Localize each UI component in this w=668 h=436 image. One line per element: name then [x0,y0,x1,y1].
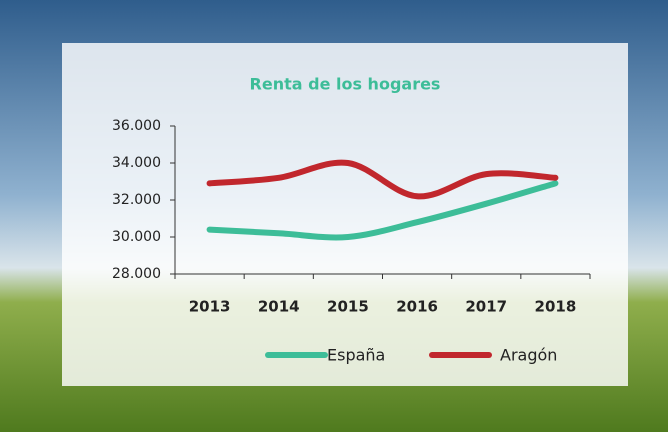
y-tick-label: 30.000 [112,229,161,245]
y-tick-label: 28.000 [112,266,161,282]
y-tick-label: 34.000 [112,155,161,171]
chart-title: Renta de los hogares [250,75,441,94]
line-series [206,159,559,200]
x-tick-label: 2015 [327,298,369,316]
x-tick-label: 2018 [535,298,577,316]
legend-label: Aragón [500,346,557,365]
x-tick-label: 2016 [396,298,438,316]
x-tick-label: 2017 [465,298,507,316]
legend-label: España [327,346,385,365]
y-tick-label: 32.000 [112,192,161,208]
x-tick-label: 2013 [189,298,231,316]
y-tick-label: 36.000 [112,118,161,134]
card [62,43,628,386]
line-series [206,180,559,241]
x-tick-label: 2014 [258,298,300,316]
